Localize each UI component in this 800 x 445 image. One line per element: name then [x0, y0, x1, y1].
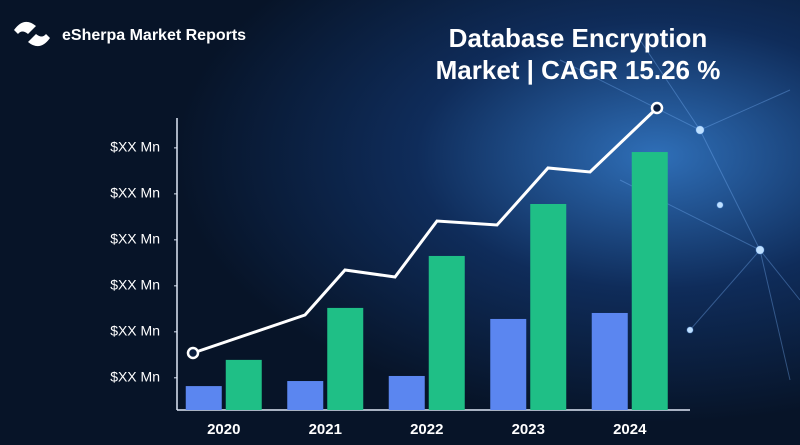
bar — [530, 203, 567, 410]
x-tick-label: 2021 — [309, 421, 342, 438]
y-tick-label: $XX Mn — [110, 231, 160, 247]
trend-end — [650, 101, 664, 115]
y-tick-label: $XX Mn — [110, 323, 160, 339]
trend-line — [192, 106, 659, 355]
y-tick-label: $XX Mn — [110, 277, 160, 293]
y-tick-label: $XX Mn — [110, 369, 160, 385]
x-tick-label: 2024 — [613, 421, 647, 438]
chart-title: Database Encryption — [449, 23, 708, 53]
brand: eSherpa Market Reports — [62, 27, 246, 44]
bar — [185, 386, 222, 410]
logo — [14, 21, 50, 47]
bar — [225, 359, 262, 410]
bar — [287, 381, 324, 410]
bar — [591, 312, 628, 410]
bar — [388, 375, 425, 410]
bar — [327, 307, 364, 410]
chart-title: Market | CAGR 15.26 % — [436, 55, 721, 85]
trend-start — [186, 346, 200, 360]
y-tick-label: $XX Mn — [110, 185, 160, 201]
bar — [428, 255, 465, 410]
y-tick-label: $XX Mn — [110, 139, 160, 155]
x-tick-label: 2023 — [512, 421, 545, 438]
network-decoration — [559, 39, 800, 381]
x-tick-label: 2020 — [207, 421, 240, 438]
x-tick-label: 2022 — [410, 421, 443, 438]
bar — [631, 152, 668, 410]
bar — [490, 318, 527, 410]
